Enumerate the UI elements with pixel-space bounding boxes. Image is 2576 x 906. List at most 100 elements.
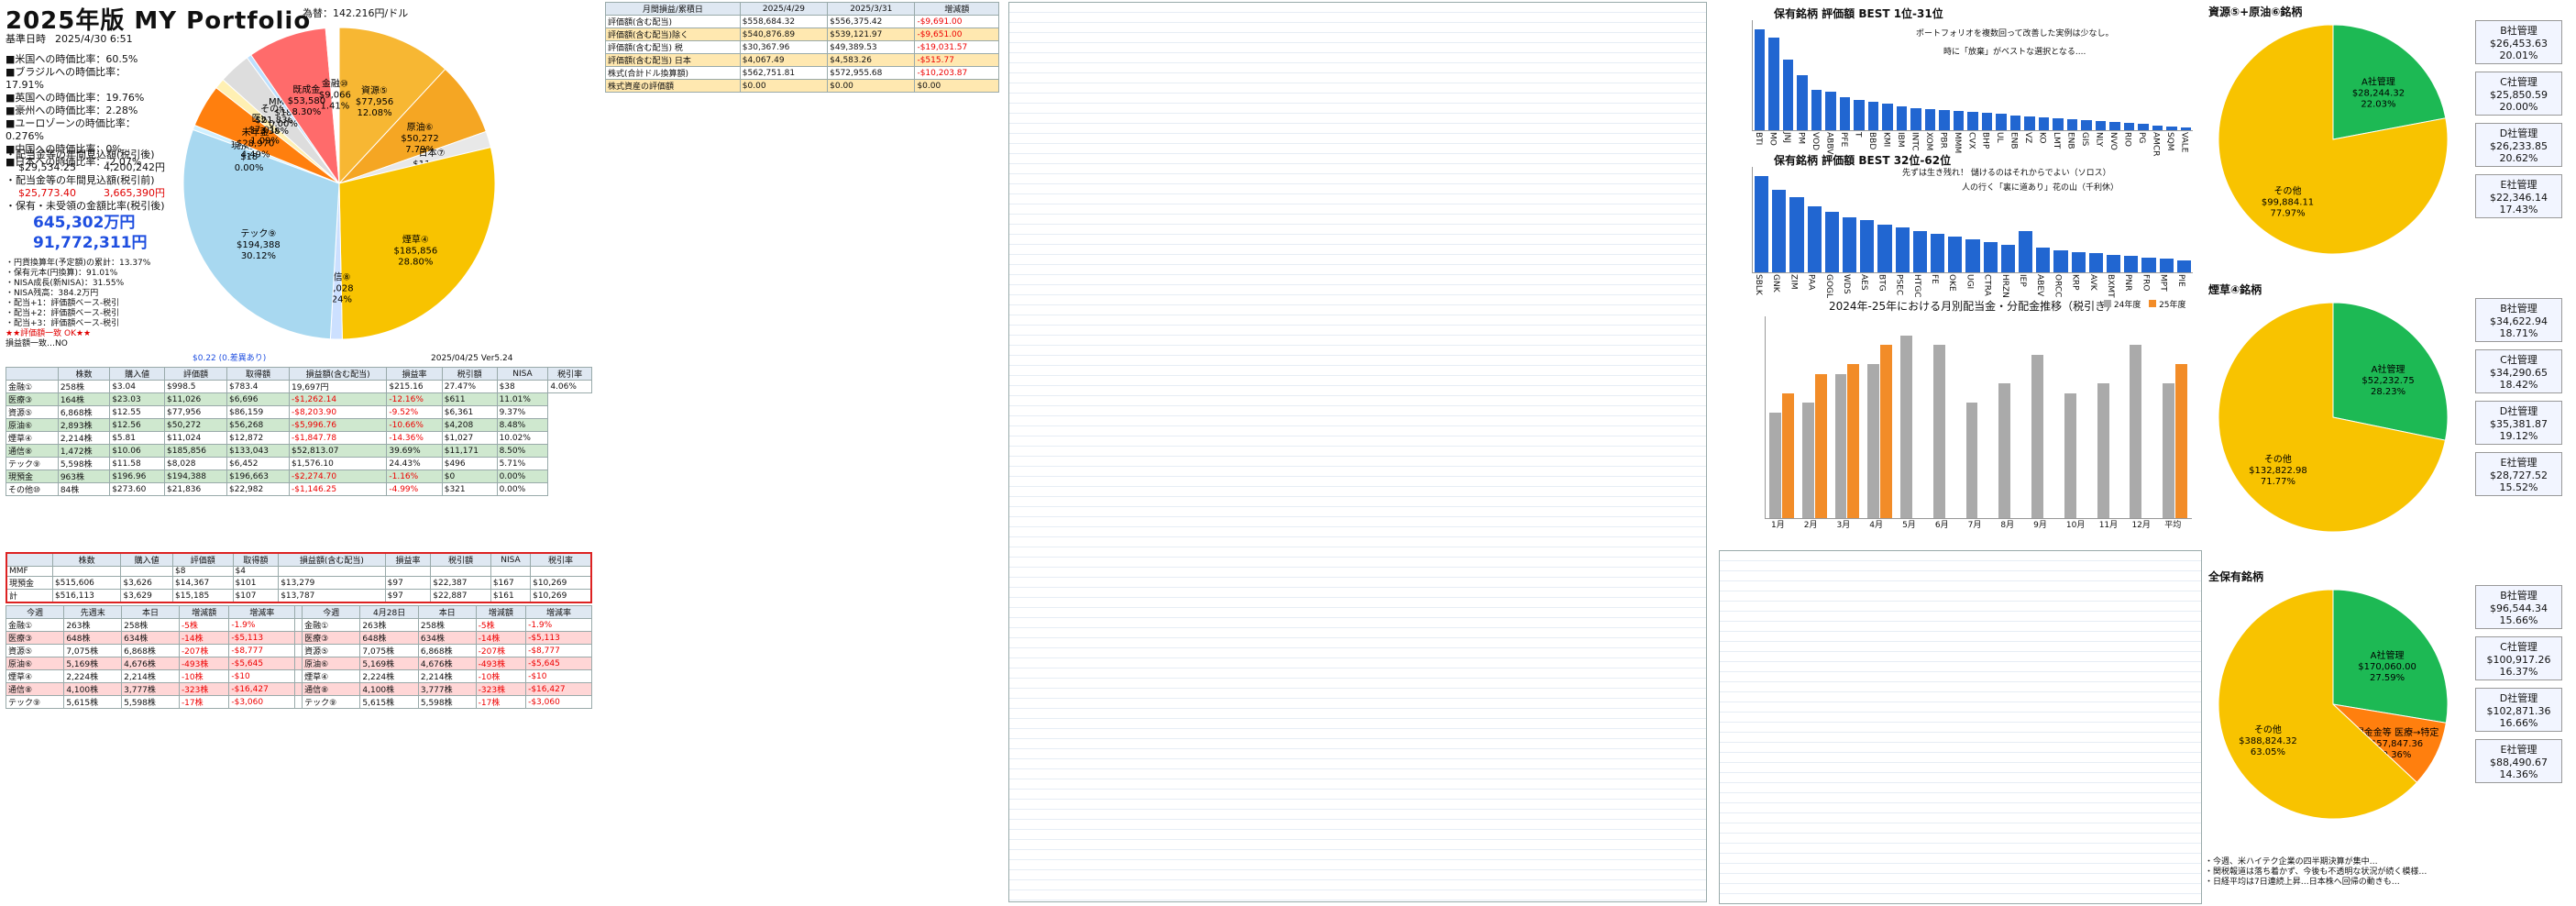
column-header: 税引率 — [547, 367, 592, 381]
manager-boxes: B社管理 $26,453.63 20.01% C社管理 $25,850.59 20.00%… — [2475, 20, 2562, 226]
table-cell: 医療③ — [5, 631, 65, 645]
table-cell: 5,169株 — [359, 657, 419, 670]
bar-label: VALE — [2179, 132, 2189, 153]
bar — [1834, 373, 1847, 518]
bar-label: KRP — [2070, 274, 2080, 291]
column-header: 株数 — [51, 552, 122, 567]
dividend-jpy: 4,200,242円 — [103, 161, 165, 173]
table-cell: 2,224株 — [359, 669, 419, 683]
chart-note: ポートフォリオを複数回って改善した実例は少なし。 — [1916, 29, 2114, 39]
table-cell: $49,389.53 — [827, 40, 916, 54]
table-cell: 8.48% — [496, 418, 549, 432]
weekly-change-table: 今週 先週末 本日 増減額 増減率 今週 4月28日 本日 増減額 増減率 金融① 263株 258株 -… — [5, 605, 592, 709]
table-cell: 株式(合計ドル換算額) — [605, 66, 741, 80]
bar — [1814, 373, 1827, 518]
bar — [2038, 116, 2050, 130]
bar-label: RIO — [2122, 132, 2132, 147]
manager-box-text: E社管理 — [2500, 457, 2537, 469]
table-cell: -4.99% — [386, 482, 443, 496]
table-cell: 評価額(含む配当) — [605, 15, 741, 28]
table-cell: 2,224株 — [63, 669, 123, 683]
bar-label: 4月 — [1869, 521, 1884, 530]
table-cell: 1,472株 — [57, 444, 111, 458]
pie-slice — [2218, 589, 2418, 820]
table-cell: -10.66% — [386, 418, 443, 432]
table-cell: -10株 — [178, 669, 230, 683]
manager-box: D社管理 $35,381.87 19.12% — [2475, 401, 2562, 445]
table-cell: その他⑩ — [6, 482, 59, 496]
page-title: 2025年版 MY Portfolio — [6, 7, 312, 35]
pie-label: A社管理$170,060.00 27.59% — [2358, 649, 2416, 683]
table-cell: $107 — [232, 589, 280, 603]
dividend-usd: $29,534.25 — [18, 161, 76, 173]
bar-label: ENB — [2009, 132, 2019, 149]
bar — [2024, 116, 2035, 130]
bar — [2036, 248, 2051, 272]
resource-oil-pie: A社管理$28,244.32 22.03% その他$99,884.11 77.97% — [2218, 24, 2449, 255]
bar-label: PSEC — [1894, 274, 1904, 296]
table-cell: -$5,996.76 — [288, 418, 388, 432]
table-cell: 評価額(含む配当) 税 — [605, 40, 741, 54]
table-cell: 3,777株 — [121, 682, 180, 696]
bar — [1867, 102, 1879, 130]
stats-list: ・円貨換算年(予定額)の累計：13.37% ・保有元本(円換算)：91.01% … — [6, 259, 189, 349]
manager-box-text: $102,871.36 — [2486, 705, 2551, 717]
bar — [1768, 37, 1779, 130]
manager-box: D社管理 $102,871.36 16.66% — [2475, 688, 2562, 732]
table-row: 煙草④ 2,214株 $5.81 $11,024 $12,872 -$1,847.78 -1… — [6, 431, 592, 445]
bar — [1882, 104, 1893, 130]
manager-box-text: 20.00% — [2499, 101, 2538, 113]
table-cell: MMF — [6, 566, 53, 577]
manager-box-text: 18.71% — [2499, 327, 2538, 339]
table-cell: $22,387 — [430, 576, 491, 590]
table-cell: $194,388 — [164, 470, 228, 483]
monthly-dividend-chart: 2024年-25年における月別配当金・分配金推移（税引き） 24年度 25年度 … — [1719, 298, 2200, 546]
bar-chart-best-32-62: 保有銘柄 評価額 BEST 32位-62位 先ずは生き残れ！ 儲けるのはそれから… — [1719, 149, 2200, 298]
bar — [2053, 117, 2064, 130]
table-row: 通信⑧ 4,100株 3,777株 -323株 -$16,427 通信⑧ 4,100株 3,7… — [5, 682, 592, 696]
chart-title: 保有銘柄 評価額 BEST 1位-31位 — [1774, 7, 1943, 20]
bar — [1825, 92, 1836, 130]
bar-label: BTG — [1877, 274, 1887, 292]
table-cell: 2,214株 — [57, 431, 111, 445]
bar-label: AVK — [2087, 274, 2097, 291]
bar-label: PIE — [2175, 274, 2185, 287]
bar-label: 10月 — [2065, 521, 2086, 530]
table-cell: -5株 — [475, 618, 527, 632]
table-cell: 5,598株 — [57, 457, 111, 470]
table-cell: 648株 — [359, 631, 419, 645]
asset-total: 91,772,311円 — [33, 234, 148, 252]
table-cell: $23.03 — [109, 392, 166, 406]
pie-slice — [2332, 24, 2447, 140]
table-row: 評価額(含む配当)除く $540,876.89 $539,121.97 -$9,651… — [605, 28, 999, 41]
table-cell: $4,208 — [441, 418, 498, 432]
table-row: 評価額(含む配当) 日本 $4,067.49 $4,583.26 -$515.77 — [605, 53, 999, 67]
stat-line: ・円貨換算年(予定額)の累計：13.37% — [6, 259, 151, 268]
table-cell: $10,269 — [530, 589, 592, 603]
table-cell: $3.04 — [109, 380, 166, 393]
table-cell: -$5,113 — [228, 631, 296, 645]
bar — [2081, 120, 2092, 130]
table-cell: $0.00 — [827, 79, 916, 93]
bar — [2009, 115, 2021, 130]
manager-box-text: $88,490.67 — [2490, 757, 2548, 768]
pie-label: その他$21,836 3.38% — [255, 103, 292, 137]
pie-label: 金融⑩ $9,066 1.41% — [319, 78, 351, 112]
table-cell: 煙草④ — [5, 669, 65, 683]
table-cell: $516,113 — [51, 589, 122, 603]
table-cell: $5.81 — [109, 431, 166, 445]
table-cell: 資源⑤ — [302, 644, 361, 657]
bar-label: 5月 — [1902, 521, 1916, 530]
table-cell: -$515.77 — [914, 53, 999, 67]
table-cell: 7,075株 — [359, 644, 419, 657]
table-cell: -$5,645 — [228, 657, 296, 670]
column-header: 損益率 — [386, 367, 443, 381]
table-cell: $11.58 — [109, 457, 166, 470]
table-cell: $14,367 — [172, 576, 234, 590]
bar-label: LMT — [2052, 132, 2062, 149]
manager-box-text: 17.43% — [2499, 204, 2538, 215]
table-row: 現預金 963株 $196.96 $194,388 $196,663 -$2,274.70… — [6, 470, 592, 483]
bar — [1900, 335, 1912, 518]
table-cell: -12.16% — [386, 392, 443, 406]
table-cell — [294, 669, 303, 683]
